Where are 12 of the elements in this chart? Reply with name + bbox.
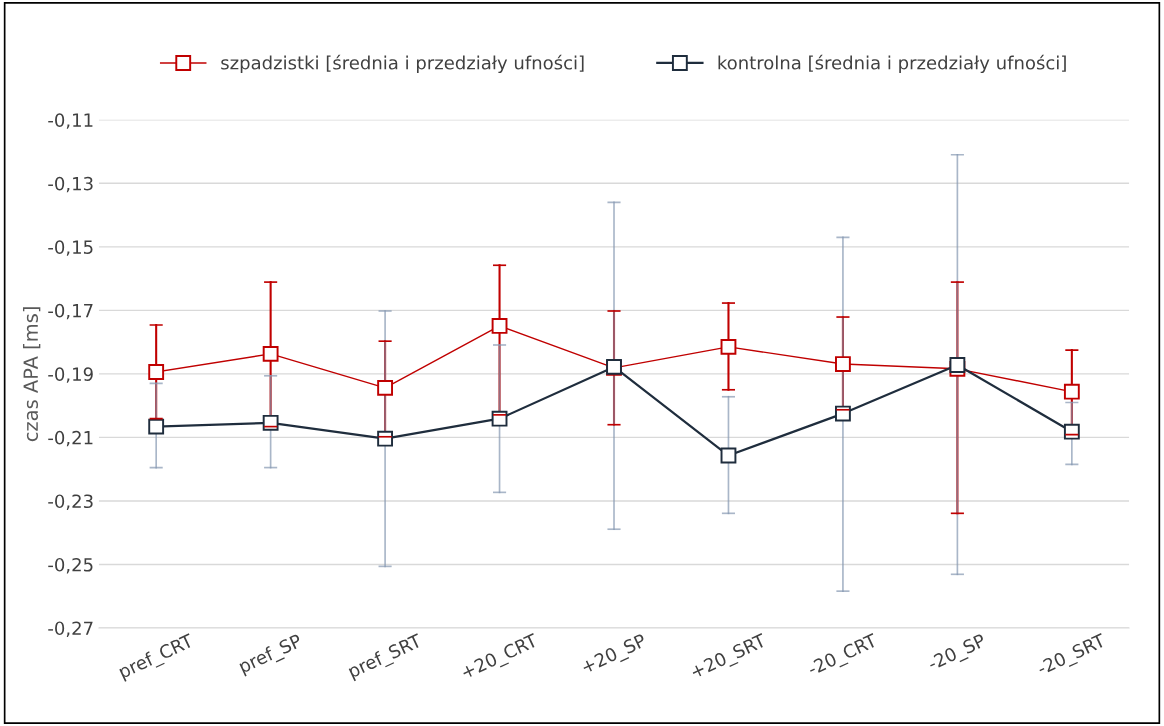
y-tick-label: -0,19	[48, 367, 93, 383]
y-tick-label: -0,25	[48, 557, 93, 574]
y-tick-label: -0,17	[48, 303, 93, 320]
legend-label: kontrolna [średnia i przedziały ufności]	[718, 54, 1066, 74]
y-tick-label: -0,11	[48, 113, 93, 129]
y-tick-label: -0,23	[48, 494, 93, 510]
y-axis-title: czas APA [ms]	[22, 307, 41, 442]
y-tick-label: -0,27	[48, 621, 93, 637]
y-tick-label: -0,15	[48, 240, 93, 256]
legend-label: szpadzistki [średnia i przedziały ufności]	[221, 54, 584, 74]
y-tick-label: -0,13	[48, 176, 93, 193]
y-tick-label: -0,21	[48, 430, 93, 447]
